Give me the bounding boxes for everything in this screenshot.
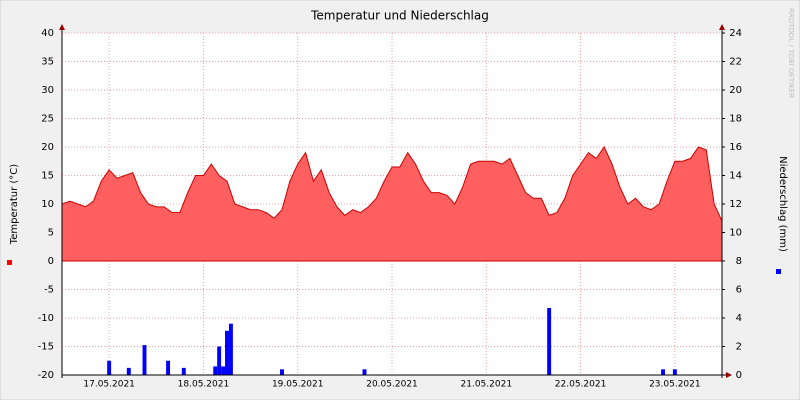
y-tick-label: 10 [41, 199, 54, 210]
precipitation-bar [213, 366, 218, 375]
y2-tick-label: 6 [736, 285, 742, 296]
chart-title: Temperatur und Niederschlag [310, 9, 489, 23]
y-tick-label: 20 [41, 142, 54, 153]
y-tick-label: -15 [38, 342, 54, 353]
y2-axis-label: Niederschlag (mm) [777, 156, 788, 252]
y2-tick-label: 2 [736, 342, 742, 353]
y2-tick-label: 24 [729, 28, 742, 39]
x-tick-label: 20.05.2021 [366, 380, 418, 390]
axis-arrow [719, 24, 725, 30]
precipitation-bar [362, 369, 367, 375]
precipitation-bar [126, 367, 131, 375]
legend-swatch [776, 269, 781, 274]
watermark: RRDTOOL / TOBI OETIKER [787, 8, 795, 98]
y-tick-label: -20 [38, 370, 54, 381]
y-tick-label: -5 [44, 285, 54, 296]
y-tick-label: 35 [41, 57, 54, 68]
y-tick-label: 30 [41, 85, 54, 96]
y-tick-label: 5 [48, 228, 54, 239]
y2-tick-label: 8 [736, 256, 742, 267]
x-tick-label: 17.05.2021 [83, 380, 135, 390]
y2-tick-label: 22 [729, 57, 742, 68]
precipitation-bar [166, 360, 171, 375]
precipitation-bar [181, 367, 186, 375]
y-tick-label: 25 [41, 114, 54, 125]
precipitation-bar [142, 345, 147, 375]
precipitation-bar [107, 360, 112, 375]
x-tick-label: 23.05.2021 [649, 380, 701, 390]
precipitation-bar [225, 330, 229, 375]
y2-tick-label: 4 [736, 313, 742, 324]
y2-tick-label: 10 [729, 228, 742, 239]
y2-tick-label: 14 [729, 171, 742, 182]
y-tick-label: 15 [41, 171, 54, 182]
y-tick-label: 40 [41, 28, 54, 39]
y2-tick-label: 18 [729, 114, 742, 125]
precipitation-bar [672, 369, 677, 375]
axis-arrow [59, 24, 65, 30]
x-tick-label: 18.05.2021 [178, 380, 230, 390]
y-tick-label: 0 [48, 256, 54, 267]
y-tick-label: -10 [38, 313, 54, 324]
y-axis-label: Temperatur (°C) [9, 164, 20, 245]
x-tick-label: 19.05.2021 [272, 380, 324, 390]
legend-swatch [7, 260, 12, 265]
axis-arrow [726, 372, 732, 378]
x-tick-label: 22.05.2021 [555, 380, 607, 390]
x-tick-label: 21.05.2021 [461, 380, 513, 390]
precipitation-bar [217, 346, 222, 375]
y2-tick-label: 12 [729, 199, 742, 210]
y2-tick-label: 20 [729, 85, 742, 96]
y2-tick-label: 0 [736, 370, 742, 381]
temperature-area [61, 145, 723, 262]
precipitation-bar [228, 323, 233, 375]
precipitation-bar [661, 369, 666, 375]
precipitation-bar [280, 369, 284, 375]
y2-tick-label: 16 [729, 142, 742, 153]
precipitation-bar [221, 366, 226, 375]
precipitation-bar [547, 308, 552, 375]
